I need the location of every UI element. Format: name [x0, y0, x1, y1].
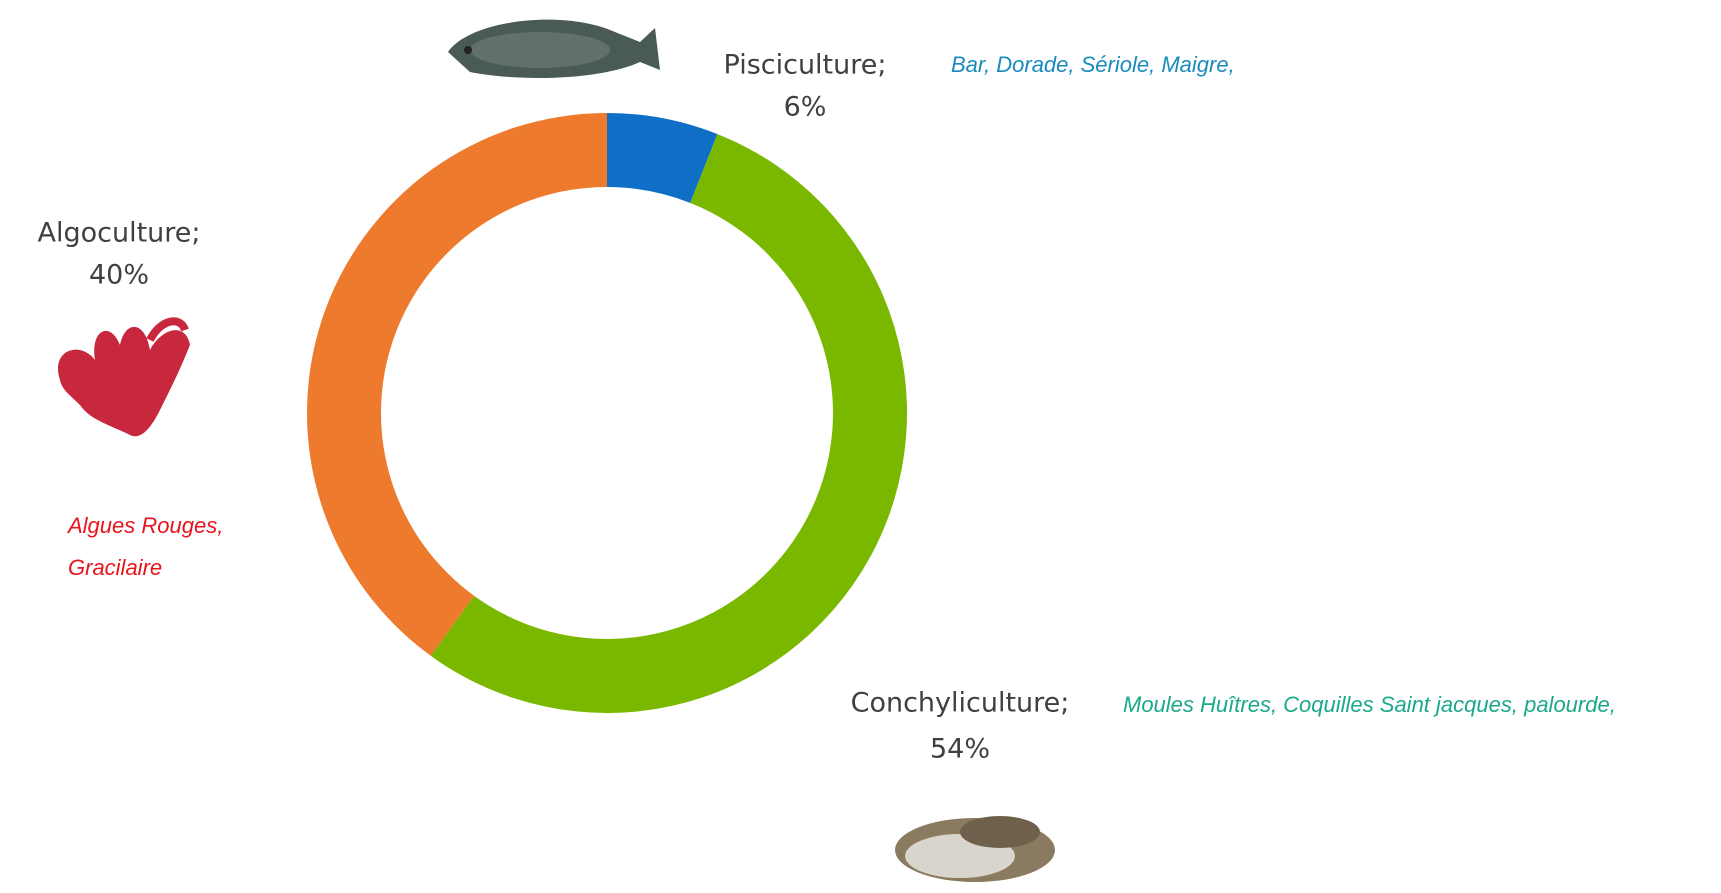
annotation: Moules Huîtres, Coquilles Saint jacques,… [1123, 692, 1616, 717]
chart: Pisciculture; 6% Conchyliculture; 54% Algocu… [0, 0, 1721, 893]
oyster-icon [895, 816, 1055, 882]
value-label: 54% [930, 734, 990, 765]
category-label: Pisciculture; [724, 50, 887, 81]
category-label: Conchyliculture; [851, 688, 1070, 719]
value-label: 40% [89, 260, 149, 291]
annotation: Bar, Dorade, Sériole, Maigre, [951, 52, 1235, 77]
donut-segment [431, 134, 907, 713]
seaweed-icon [58, 321, 190, 436]
value-label: 6% [784, 92, 827, 123]
donut-segment [307, 113, 607, 656]
category-label: Algoculture; [37, 218, 200, 249]
annotation: Algues Rouges, [66, 513, 223, 538]
fish-icon [448, 20, 660, 78]
annotation: Gracilaire [68, 555, 162, 580]
